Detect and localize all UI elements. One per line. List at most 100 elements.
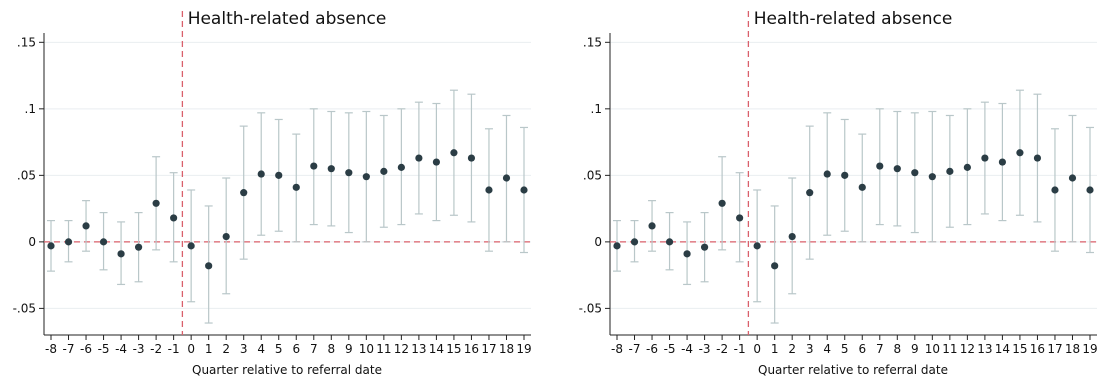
x-tick-label: 17 [1047,342,1062,356]
x-tick-label: 14 [429,342,444,356]
x-tick-label: -4 [681,342,693,356]
x-tick-label: -1 [168,342,180,356]
x-tick-label: 13 [411,342,426,356]
data-point [345,169,353,177]
data-point [1033,154,1042,162]
data-point [718,199,726,207]
x-tick-label: 1 [205,342,213,356]
data-point [380,167,388,175]
x-tick-label: -7 [63,342,75,356]
data-point [928,173,936,181]
x-tick-label: -3 [699,342,711,356]
data-point [152,199,160,207]
data-point [648,222,656,230]
x-tick-label: 5 [275,342,283,356]
x-tick-label: 13 [977,342,992,356]
data-point [998,158,1007,166]
x-tick-label: -3 [133,342,145,356]
x-tick-label: 10 [925,342,940,356]
x-tick-label: 18 [1065,342,1080,356]
data-point [99,238,108,246]
data-point [47,242,55,250]
data-point [1016,149,1024,157]
x-tick-label: 12 [960,342,975,356]
data-point [240,189,248,197]
data-point [613,242,621,250]
data-point [876,162,884,170]
x-tick-label: 11 [376,342,391,356]
x-tick-label: -8 [611,342,623,356]
x-tick-label: 11 [942,342,957,356]
data-point [788,232,796,241]
x-tick-label: -1 [734,342,746,356]
y-tick-label: 0 [594,235,602,249]
data-point [1068,174,1077,182]
data-point [187,242,195,250]
y-tick-label: .05 [583,168,602,182]
x-tick-label: -5 [664,342,676,356]
x-tick-label: -8 [45,342,57,356]
data-point [450,149,458,157]
x-tick-label: 15 [1012,342,1027,356]
x-tick-label: 4 [823,342,831,356]
y-tick-label: .1 [591,102,602,116]
x-tick-label: 2 [222,342,230,356]
data-point [222,232,230,241]
x-tick-label: 6 [858,342,866,356]
x-axis-label: Quarter relative to referral date [192,363,382,377]
x-tick-label: 2 [788,342,796,356]
x-tick-label: 14 [995,342,1010,356]
data-point [170,214,178,222]
x-tick-label: 9 [345,342,353,356]
x-tick-label: 15 [446,342,461,356]
data-point [275,171,283,179]
data-point [415,154,423,162]
data-point [630,238,639,246]
data-point [665,238,674,246]
x-tick-label: 0 [753,342,761,356]
x-tick-label: 10 [359,342,374,356]
data-point [1051,186,1059,194]
data-point [946,167,954,175]
data-point [82,222,90,230]
y-tick-label: 0 [28,235,36,249]
x-tick-label: 5 [841,342,849,356]
data-point [893,165,901,173]
x-tick-label: 16 [1030,342,1045,356]
x-tick-label: 0 [187,342,195,356]
x-tick-label: 8 [327,342,335,356]
data-point [911,169,919,177]
x-tick-label: 7 [310,342,318,356]
x-tick-label: -4 [115,342,127,356]
x-tick-label: -5 [98,342,110,356]
data-point [753,242,761,250]
x-tick-label: -2 [150,342,162,356]
chart-title: Health-related absence [188,9,387,29]
x-tick-label: 7 [876,342,884,356]
data-point [823,170,831,178]
x-tick-label: 6 [292,342,300,356]
data-point [1086,186,1094,194]
data-point [520,186,528,194]
data-point [736,214,744,222]
chart-panel-right: Health-related absence Quarter relative … [579,9,1098,377]
data-point [432,158,441,166]
data-point [841,171,849,179]
x-tick-label: 9 [911,342,919,356]
y-tick-label: .1 [25,102,36,116]
x-tick-label: 17 [481,342,496,356]
data-point [134,243,143,251]
chart-panel-left: Health-related absence Quarter relative … [13,9,532,377]
data-point [397,163,405,171]
data-point [310,162,318,170]
x-axis-label: Quarter relative to referral date [758,363,948,377]
data-point [806,189,814,197]
chart-title: Health-related absence [754,9,953,29]
data-point [858,183,866,191]
y-tick-label: .15 [17,35,36,49]
data-point [963,163,971,171]
data-point [700,243,709,251]
data-point [362,173,370,181]
x-tick-label: 16 [464,342,479,356]
data-point [327,165,335,173]
